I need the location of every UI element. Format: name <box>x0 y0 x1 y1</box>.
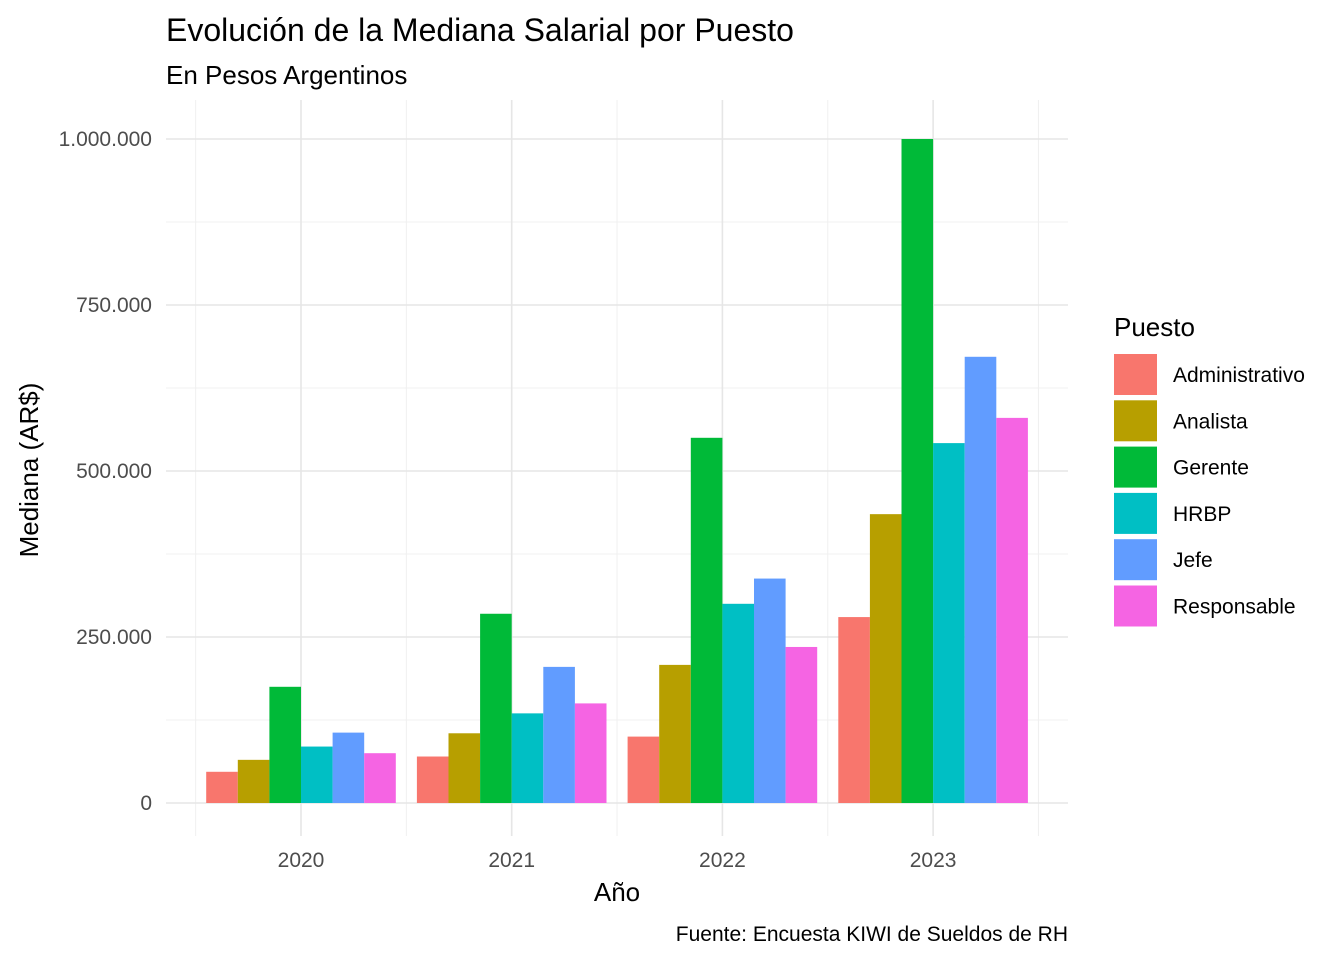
y-tick-label: 750.000 <box>76 294 152 317</box>
x-tick-label: 2023 <box>910 849 957 872</box>
legend-key-gerente <box>1114 446 1157 488</box>
y-tick-label: 500.000 <box>76 460 152 483</box>
bar-administrativo-2023 <box>838 617 870 803</box>
chart-subtitle: En Pesos Argentinos <box>166 60 407 90</box>
bar-analista-2022 <box>659 664 691 803</box>
bar-hrbp-2020 <box>301 746 333 803</box>
legend-key-administrativo <box>1114 354 1157 395</box>
legend-title: Puesto <box>1114 312 1195 342</box>
bar-administrativo-2021 <box>416 756 449 803</box>
bar-responsable-2021 <box>574 703 607 803</box>
bars <box>206 139 1028 803</box>
bar-analista-2023 <box>869 514 902 803</box>
bar-analista-2020 <box>237 759 270 803</box>
legend-label-gerente: Gerente <box>1173 457 1249 480</box>
chart-caption: Fuente: Encuesta KIWI de Sueldos de RH <box>676 923 1068 946</box>
bar-gerente-2023 <box>901 139 934 803</box>
legend-label-hrbp: HRBP <box>1173 503 1231 526</box>
legend: Puesto Administrativo Analista Gerente HRBP… <box>1114 312 1305 627</box>
bar-responsable-2022 <box>785 646 818 803</box>
bar-hrbp-2023 <box>933 443 965 803</box>
bar-jefe-2022 <box>754 578 786 803</box>
chart-title: Evolución de la Mediana Salarial por Pue… <box>166 12 794 48</box>
legend-label-administrativo: Administrativo <box>1173 364 1305 387</box>
y-axis-ticks: 0 250.000 500.000 750.000 1.000.000 <box>59 128 152 815</box>
bar-gerente-2022 <box>690 437 723 803</box>
bar-jefe-2020 <box>332 732 365 803</box>
bar-administrativo-2020 <box>206 771 238 803</box>
legend-key-analista <box>1114 400 1157 442</box>
legend-key-responsable <box>1114 585 1157 627</box>
bar-hrbp-2021 <box>511 713 544 803</box>
x-tick-label: 2021 <box>488 849 535 872</box>
legend-label-jefe: Jefe <box>1173 549 1213 572</box>
x-axis-ticks: 2020 2021 2022 2023 <box>278 849 957 872</box>
legend-label-analista: Analista <box>1173 410 1248 433</box>
legend-key-jefe <box>1114 539 1157 581</box>
x-tick-label: 2020 <box>278 849 325 872</box>
y-tick-label: 0 <box>140 792 152 815</box>
x-axis-title: Año <box>594 877 640 907</box>
legend-label-responsable: Responsable <box>1173 596 1296 619</box>
bar-administrativo-2022 <box>627 736 660 803</box>
bar-gerente-2021 <box>480 613 512 803</box>
bar-hrbp-2022 <box>722 603 754 803</box>
bar-analista-2021 <box>448 733 481 803</box>
bar-responsable-2020 <box>364 753 396 803</box>
bar-jefe-2021 <box>543 666 575 803</box>
bar-responsable-2023 <box>996 417 1028 803</box>
y-axis-title: Mediana (AR$) <box>14 383 44 558</box>
legend-key-hrbp <box>1114 492 1157 534</box>
bar-gerente-2020 <box>269 686 301 803</box>
y-tick-label: 1.000.000 <box>59 128 152 151</box>
bar-jefe-2023 <box>964 356 997 803</box>
x-tick-label: 2022 <box>699 849 746 872</box>
y-tick-label: 250.000 <box>76 626 152 649</box>
